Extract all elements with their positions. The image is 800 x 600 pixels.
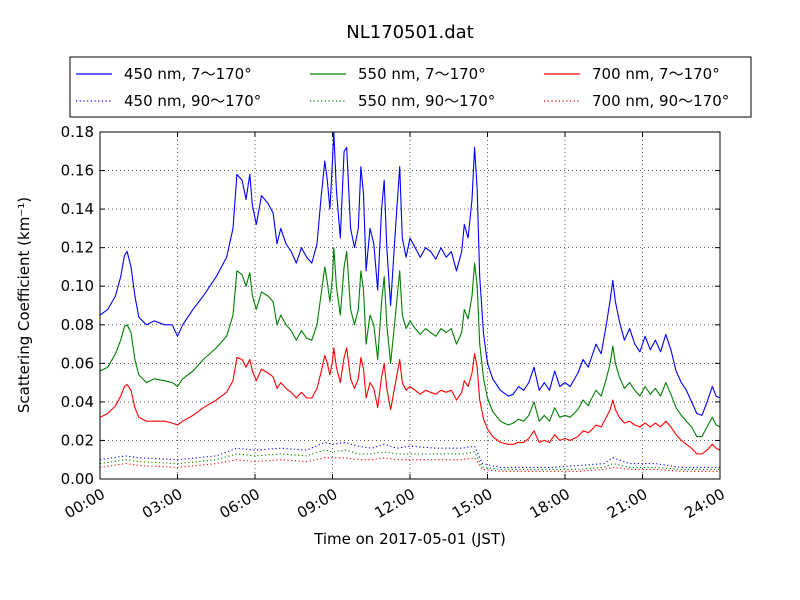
y-tick-label: 0.14	[61, 200, 94, 218]
x-tick-label: 24:00	[682, 485, 728, 522]
y-tick-label: 0.18	[61, 123, 94, 141]
y-tick-label: 0.10	[61, 277, 94, 295]
x-tick-label: 15:00	[449, 485, 495, 522]
x-tick-label: 03:00	[139, 485, 185, 522]
legend-label-3: 550 nm, 90～170°	[358, 92, 495, 110]
series-line-1	[100, 441, 720, 468]
grid	[100, 132, 720, 479]
legend-label-0: 450 nm, 7～170°	[124, 65, 252, 83]
y-tick-label: 0.12	[61, 239, 94, 257]
y-tick-label: 0.04	[61, 393, 94, 411]
x-tick-label: 06:00	[217, 485, 263, 522]
series-line-5	[100, 457, 720, 472]
legend: 450 nm, 7～170° 450 nm, 90～170° 550 nm, 7～1…	[69, 56, 752, 118]
legend-label-5: 700 nm, 90～170°	[592, 92, 729, 110]
y-tick-label: 0.16	[61, 162, 94, 180]
y-axis-label: Scattering Coefficient (km⁻¹)	[15, 197, 33, 413]
y-tick-label: 0.08	[61, 316, 94, 334]
x-tick-label: 00:00	[62, 485, 108, 522]
x-tick-label: 21:00	[604, 485, 650, 522]
legend-label-4: 700 nm, 7～170°	[592, 65, 720, 83]
series-line-2	[100, 247, 720, 438]
legend-label-2: 550 nm, 7～170°	[358, 65, 486, 83]
chart-title: NL170501.dat	[346, 22, 473, 43]
series-line-3	[100, 449, 720, 470]
x-tick-label: 09:00	[294, 485, 340, 522]
series-layer	[100, 132, 720, 472]
series-line-0	[100, 132, 720, 416]
y-tick-label: 0.00	[61, 470, 94, 488]
ticks	[99, 131, 721, 480]
y-tick-label: 0.06	[61, 354, 94, 372]
x-axis-label: Time on 2017-05-01 (JST)	[313, 530, 506, 548]
series-line-4	[100, 347, 720, 455]
legend-label-1: 450 nm, 90～170°	[124, 92, 261, 110]
legend-frame	[69, 56, 752, 118]
y-tick-label: 0.02	[61, 431, 94, 449]
x-tick-label: 18:00	[527, 485, 573, 522]
x-tick-label: 12:00	[372, 485, 418, 522]
